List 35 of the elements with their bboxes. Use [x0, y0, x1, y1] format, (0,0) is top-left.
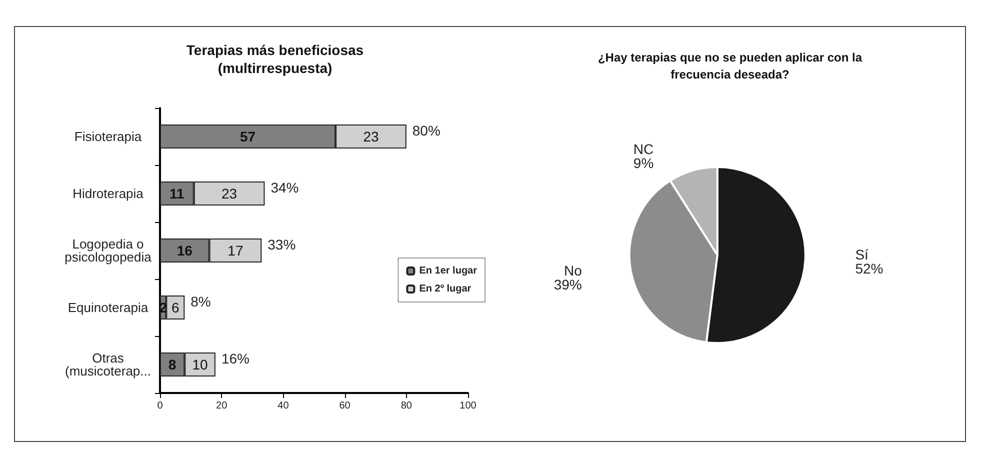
- y-tick-label: Logopedia o psicologopedia: [64, 236, 152, 264]
- x-tick-label: 80: [400, 400, 412, 412]
- annotation: 8%: [190, 294, 211, 310]
- slice-label: Sí: [855, 246, 869, 262]
- y-tick-label: Equinoterapia: [68, 300, 149, 315]
- data-label: 23: [363, 128, 379, 144]
- legend-label: En 2º lugar: [419, 284, 472, 294]
- x-tick-label: 0: [157, 400, 164, 412]
- annotation: 16%: [221, 350, 250, 366]
- x-tick-label: 20: [216, 400, 228, 412]
- data-label: 57: [240, 128, 256, 144]
- slice-label: NC: [633, 141, 654, 158]
- chart-title: Terapias más beneficiosas (multirrespuesta): [186, 42, 364, 76]
- data-label: 8: [168, 356, 176, 372]
- data-label: 52%: [855, 260, 884, 276]
- data-label: 16: [176, 242, 193, 258]
- annotation: 80%: [412, 122, 440, 138]
- data-label: 11: [170, 186, 185, 202]
- chart-title: ¿Hay terapias que no se pueden aplicar con la frecuencia deseada?: [598, 50, 862, 82]
- data-label: 9%: [633, 155, 654, 172]
- data-label: 10: [192, 356, 208, 372]
- annotation: 34%: [270, 180, 299, 196]
- y-tick-label: Fisioterapia: [74, 129, 142, 144]
- y-tick-label: Hidroterapia: [72, 186, 144, 201]
- annotation: 33%: [268, 236, 296, 252]
- data-label: 23: [222, 186, 238, 202]
- data-label: 39%: [554, 276, 582, 292]
- x-tick-label: 100: [460, 400, 477, 412]
- data-label: 17: [228, 242, 244, 258]
- data-label: 6: [172, 300, 180, 316]
- legend-label: En 1er lugar: [419, 266, 478, 276]
- y-tick-label: Otras (musicoterap...: [65, 350, 151, 378]
- x-tick-label: 40: [278, 400, 290, 412]
- slice-label: No: [564, 262, 582, 278]
- x-tick-label: 60: [339, 400, 351, 412]
